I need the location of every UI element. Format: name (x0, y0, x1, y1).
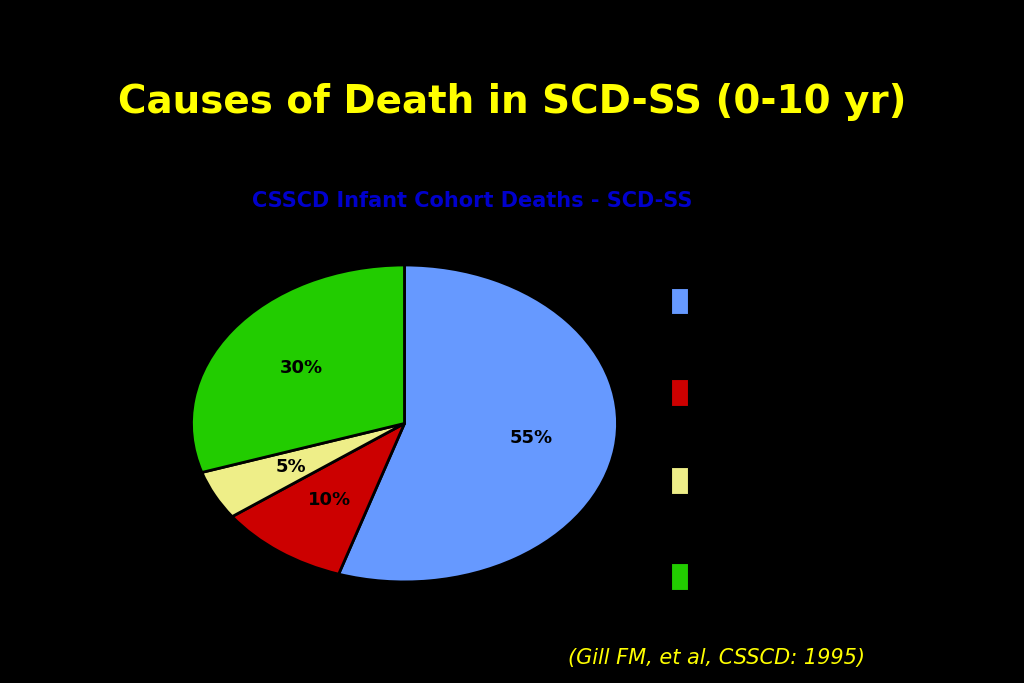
Text: CSSCD Infant Cohort Deaths - SCD-SS: CSSCD Infant Cohort Deaths - SCD-SS (252, 191, 692, 211)
Wedge shape (202, 423, 404, 516)
Text: CVA: CVA (714, 470, 750, 488)
Wedge shape (191, 265, 404, 473)
Text: 5%: 5% (275, 458, 306, 475)
Text: Unclear: Unclear (714, 566, 783, 583)
Text: Newborn Screening for SCD: Newborn Screening for SCD (271, 13, 753, 47)
Text: 10%: 10% (308, 491, 351, 510)
Text: Causes of Death in SCD-SS (0-10 yr): Causes of Death in SCD-SS (0-10 yr) (118, 83, 906, 122)
Text: (Gill FM, et al, CSSCD: 1995): (Gill FM, et al, CSSCD: 1995) (568, 648, 865, 669)
Text: Infection: Infection (714, 290, 793, 308)
Bar (671, 380, 688, 406)
Bar (671, 563, 688, 590)
Bar (671, 288, 688, 314)
Wedge shape (339, 265, 617, 582)
Text: Splenic
sequestration: Splenic sequestration (714, 372, 838, 410)
Text: 30%: 30% (280, 359, 323, 376)
Text: 55%: 55% (509, 430, 552, 447)
Bar (671, 467, 688, 494)
Wedge shape (232, 423, 404, 574)
